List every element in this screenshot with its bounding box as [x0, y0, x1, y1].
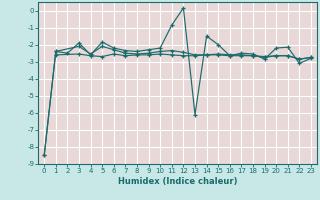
X-axis label: Humidex (Indice chaleur): Humidex (Indice chaleur)	[118, 177, 237, 186]
